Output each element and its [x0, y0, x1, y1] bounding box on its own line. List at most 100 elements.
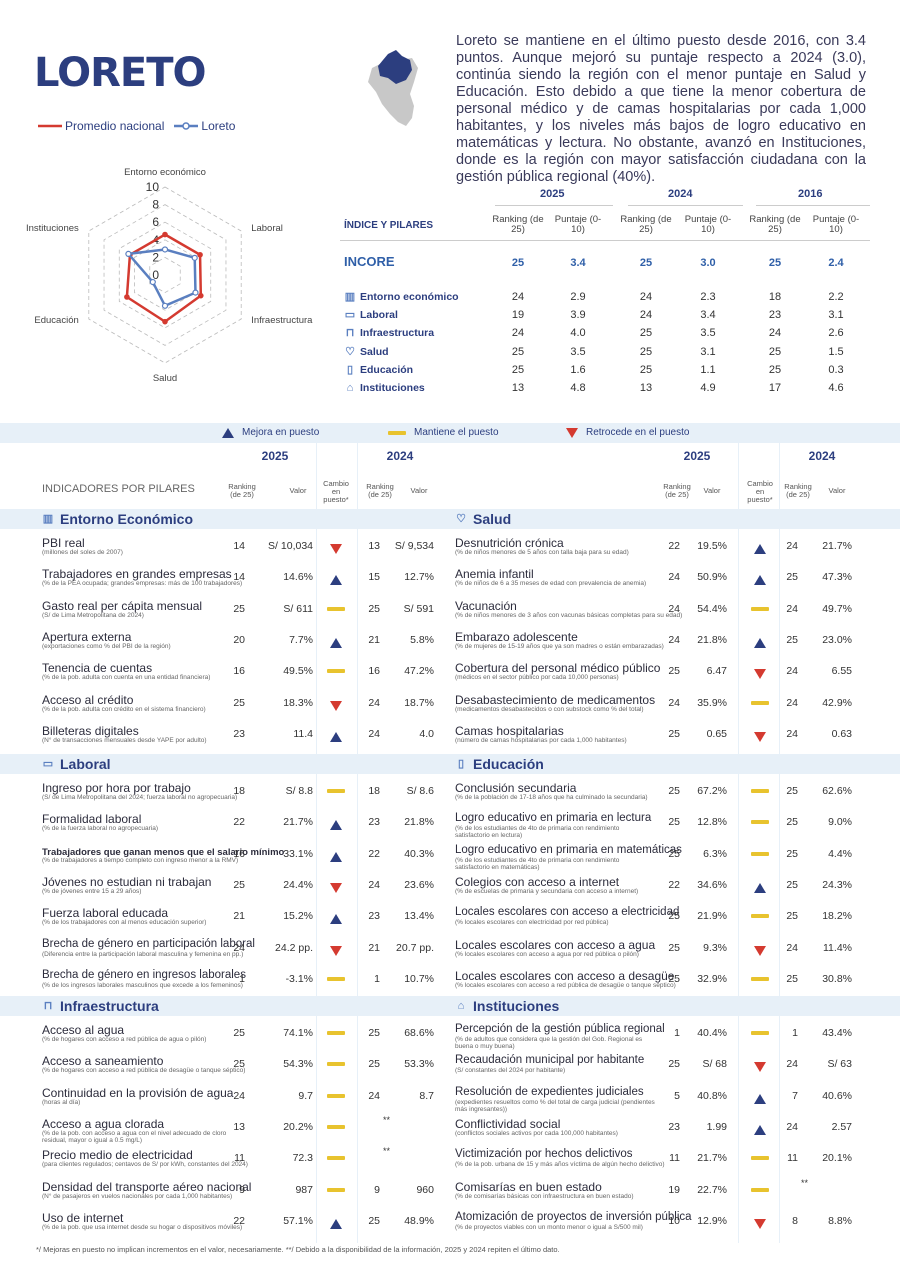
faucet-icon: ⊓ [43, 1000, 53, 1012]
change-marker [326, 1089, 346, 1103]
index-cell: 25 [639, 363, 653, 376]
indicator-name: Apertura externa [42, 629, 132, 644]
indicator-name: Continuidad en la provisión de agua [42, 1085, 234, 1100]
change-marker [750, 1092, 770, 1106]
value-2025: 33.1% [283, 847, 313, 860]
value-2025: 7.7% [289, 633, 313, 646]
up-triangle-icon [754, 1093, 766, 1104]
indicator-name: Camas hospitalarias [455, 723, 564, 738]
rank-2025: 22 [668, 878, 680, 891]
rank-2025: 14 [233, 540, 245, 552]
index-column-header: Puntaje (0-10) [554, 214, 602, 235]
change-marker [326, 699, 346, 713]
indicator-description: (% locales escolares con acceso a red pú… [455, 981, 676, 989]
rank-2025: 16 [233, 665, 245, 678]
indicator-name: Conclusión secundaria [455, 781, 577, 795]
indicator-row: Fuerza laboral educada (% de los trabajad… [42, 906, 482, 937]
index-cell: 2.2 [828, 291, 844, 303]
indicator-name: Gasto real per cápita mensual [42, 598, 203, 613]
indicator-name: Ingreso por hora por trabajo [42, 781, 191, 795]
rank-2024: 25 [786, 910, 798, 923]
value-2024: 43.4% [822, 1027, 852, 1039]
year-header: 2025 [683, 449, 711, 463]
legend-loreto: Loreto [174, 119, 235, 133]
rank-2024: 24 [786, 602, 798, 615]
change-marker [326, 1151, 346, 1165]
indicator-description: (% de hogares con acceso a red pública d… [42, 1036, 207, 1043]
index-row-label: ⌂ Instituciones [344, 382, 425, 394]
value-2024: S/ 8.6 [406, 785, 434, 797]
index-cell: 3.5 [700, 327, 716, 340]
index-cell: 25 [768, 257, 782, 269]
dash-icon [327, 606, 345, 611]
indicator-description: (horas al día) [42, 1098, 81, 1106]
column-header: Valor [828, 486, 846, 495]
value-2024: 6.55 [831, 665, 852, 678]
value-2024: 20.7 pp. [396, 941, 434, 954]
up-triangle-icon [330, 637, 342, 648]
indicator-row: Formalidad laboral (% de la fuerza labora… [42, 812, 482, 843]
indicator-name: PBI real [42, 536, 85, 550]
index-cell: 4.0 [570, 327, 586, 340]
value-2025: 32.9% [697, 972, 727, 985]
key-down-label: Retrocede en el puesto [586, 427, 690, 438]
value-2024: 48.9% [404, 1214, 434, 1227]
value-2025: 49.5% [283, 665, 313, 678]
rank-2024: 24 [368, 1089, 380, 1102]
up-triangle-icon [754, 544, 766, 554]
indicator-description: (% de la población de 17-18 años que ha … [455, 794, 648, 801]
indicator-row: Apertura externa (exportaciones como % de… [42, 630, 482, 661]
index-cell: 25 [511, 363, 525, 376]
indicator-description: (expedientes resueltos como % del total … [455, 1098, 655, 1113]
indicator-description: (millones del soles de 2007) [42, 549, 123, 556]
change-marker [750, 784, 770, 798]
index-cell: 3.5 [570, 345, 586, 358]
up-triangle-icon [754, 575, 766, 586]
legend-loreto-label: Loreto [201, 119, 236, 133]
index-cell: 1.6 [570, 363, 586, 376]
indicator-row: Brecha de género en ingresos laborales (%… [42, 969, 482, 1000]
value-2025: 987 [295, 1183, 313, 1196]
value-2024: 13.4% [404, 910, 434, 923]
indicator-name: Tenencia de cuentas [42, 661, 153, 676]
value-2025: 22.7% [697, 1183, 727, 1196]
value-2025: 54.4% [697, 602, 727, 615]
index-row: ▥ Entorno económico 24 2.9 24 2.3 18 2.2 [340, 288, 870, 306]
down-triangle-icon [754, 1062, 766, 1073]
indicator-name: Anemia infantil [455, 567, 534, 582]
rank-2024: 25 [786, 972, 798, 985]
rank-2025: 25 [233, 1027, 245, 1039]
change-marker [750, 1151, 770, 1165]
indicator-description: (% de la pob. adulta con cuenta en una e… [42, 674, 211, 682]
indicators-title: INDICADORES POR PILARES [42, 483, 195, 495]
dash-icon [327, 1093, 345, 1098]
indicator-name: Percepción de la gestión pública regiona… [455, 1023, 665, 1035]
indicator-row: Embarazo adolescente (% de mujeres de 15-… [455, 630, 895, 661]
radar-point-loreto [191, 254, 198, 261]
indicator-description: (% de escuelas de primaria y secundaria … [455, 887, 639, 895]
rank-2025: 25 [668, 847, 680, 860]
rank-2024: 9 [374, 1183, 380, 1196]
value-2025: 6.47 [706, 665, 727, 678]
radar-tick-label: 6 [152, 215, 159, 229]
rank-2024: 24 [786, 941, 798, 954]
rank-2025: 14 [233, 571, 245, 584]
rank-2024: 7 [792, 1089, 798, 1102]
index-row-label: ⊓ Infraestructura [344, 327, 434, 339]
section-title: Instituciones [473, 998, 560, 1014]
index-cell: 4.9 [700, 382, 716, 394]
indicator-name: Conflictividad social [455, 1116, 561, 1131]
divider [628, 205, 743, 206]
indicator-description: (% de los estudiantes de 4to de primaria… [455, 825, 620, 840]
indicator-row: Trabajadores que ganan menos que el sala… [42, 844, 482, 875]
indicator-name: Embarazo adolescente [455, 629, 578, 644]
up-triangle-icon [754, 1124, 766, 1135]
rank-2025: 25 [233, 878, 245, 891]
rank-2025: 24 [233, 1089, 245, 1102]
indicator-name: Vacunación [455, 598, 517, 613]
rank-2024: 25 [368, 602, 380, 615]
index-column-header: Ranking (de 25) [492, 214, 544, 235]
dash-icon [327, 789, 345, 793]
rank-2025: 25 [233, 1058, 245, 1071]
index-cell: 24 [511, 327, 525, 340]
